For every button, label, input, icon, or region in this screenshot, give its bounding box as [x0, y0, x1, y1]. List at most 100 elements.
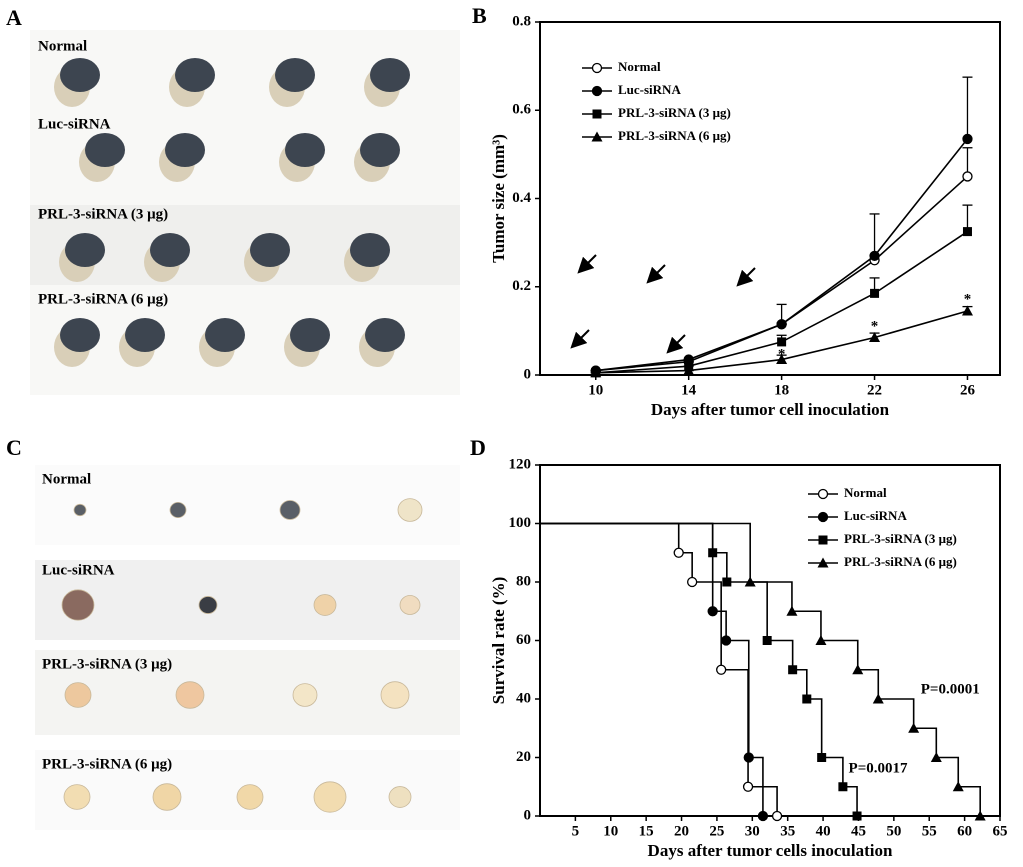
marker-square: [870, 288, 880, 298]
marker-triangle: [590, 367, 602, 378]
y-tick-label: 0: [524, 366, 532, 382]
marker-square: [802, 694, 812, 704]
y-axis-label: Survival rate (%): [489, 577, 508, 704]
marker-square: [708, 548, 718, 558]
tumor: [290, 318, 330, 352]
marker-square: [788, 665, 798, 675]
tumor: [350, 233, 390, 267]
x-tick-label: 65: [993, 823, 1008, 839]
marker-open-circle: [716, 664, 727, 675]
legend-label: PRL-3-siRNA (6 μg): [844, 554, 957, 569]
legend-marker: [817, 488, 829, 500]
x-tick-label: 10: [588, 382, 603, 398]
marker-circle: [720, 635, 732, 646]
tumor: [285, 133, 325, 167]
x-tick-label: 10: [603, 823, 618, 839]
legend-label: Luc-siRNA: [844, 508, 907, 523]
y-axis-label: Tumor size (mm³): [489, 134, 508, 263]
tumor: [313, 781, 347, 813]
marker-circle: [776, 319, 787, 330]
x-tick-label: 15: [639, 823, 654, 839]
photo-label: Luc-siRNA: [38, 116, 111, 132]
tumor: [125, 318, 165, 352]
x-tick-label: 18: [774, 382, 789, 398]
y-tick-label: 0.2: [512, 278, 531, 294]
tumor-photos: [54, 58, 423, 813]
tumor: [64, 682, 92, 708]
photo-label: PRL-3-siRNA (3 μg): [42, 656, 172, 672]
arrow: [666, 334, 686, 354]
x-tick-label: 45: [851, 823, 866, 839]
marker-square: [777, 337, 787, 347]
marker-triangle: [776, 354, 788, 365]
tumor: [152, 783, 182, 811]
legend-label: Normal: [844, 485, 887, 500]
panel-letter: C: [6, 435, 22, 460]
tumor: [165, 133, 205, 167]
photo-c-row: [35, 560, 460, 640]
x-tick-label: 60: [957, 823, 972, 839]
tumor: [399, 595, 421, 615]
legend-marker: [591, 131, 603, 142]
x-tick-label: 5: [572, 823, 580, 839]
tumor: [150, 233, 190, 267]
tumor: [73, 503, 87, 517]
y-tick-label: 0: [524, 807, 532, 823]
tumor: [198, 596, 218, 614]
annotation: *: [871, 318, 879, 334]
x-tick-label: 25: [709, 823, 724, 839]
tumor: [60, 318, 100, 352]
marker-triangle: [872, 693, 884, 704]
tumor: [205, 318, 245, 352]
y-tick-label: 100: [509, 515, 532, 531]
marker-open-circle: [673, 547, 684, 558]
marker-square: [962, 227, 972, 237]
y-tick-label: 120: [509, 456, 532, 472]
photo-label: Luc-siRNA: [42, 562, 115, 578]
annotation: *: [964, 291, 972, 307]
tumor: [175, 681, 205, 709]
marker-circle: [707, 606, 718, 617]
annotation: *: [778, 347, 786, 363]
x-tick-label: 40: [816, 823, 831, 839]
tumor: [275, 58, 315, 92]
marker-circle: [757, 810, 769, 822]
x-tick-label: 22: [867, 382, 882, 398]
marker-open-circle: [687, 576, 698, 588]
marker-square: [762, 636, 772, 645]
marker-square: [838, 782, 848, 792]
tumor: [380, 681, 410, 709]
x-axis-label: Days after tumor cells inoculation: [648, 841, 893, 860]
legend-marker: [591, 85, 603, 97]
photo-label: PRL-3-siRNA (6 μg): [38, 291, 168, 307]
tumor: [61, 589, 95, 621]
marker-triangle: [744, 576, 756, 587]
tumor: [292, 683, 318, 707]
y-tick-label: 0.6: [512, 102, 531, 118]
tumor: [175, 58, 215, 92]
tumor: [365, 318, 405, 352]
tumor: [169, 501, 187, 518]
tumor: [63, 784, 91, 810]
marker-triangle: [908, 722, 920, 733]
y-tick-label: 0.4: [512, 190, 531, 206]
arrow: [570, 329, 590, 349]
tumor: [313, 594, 337, 616]
tumor: [397, 498, 423, 522]
series-line: [540, 522, 778, 816]
legend-label: PRL-3-siRNA (3 μg): [618, 105, 731, 120]
series-line: [540, 522, 858, 816]
marker-circle: [743, 752, 754, 763]
x-tick-label: 50: [886, 823, 901, 839]
x-tick-label: 55: [922, 823, 937, 839]
series-line: [540, 522, 981, 816]
marker-triangle: [930, 752, 942, 762]
x-tick-label: 35: [780, 823, 795, 839]
arrow: [736, 267, 756, 287]
tumor: [85, 133, 125, 167]
marker-open-circle: [742, 781, 754, 792]
marker-triangle: [869, 331, 881, 342]
legend-marker: [591, 62, 603, 74]
legend-label: Normal: [618, 59, 661, 74]
tumor: [250, 233, 290, 267]
